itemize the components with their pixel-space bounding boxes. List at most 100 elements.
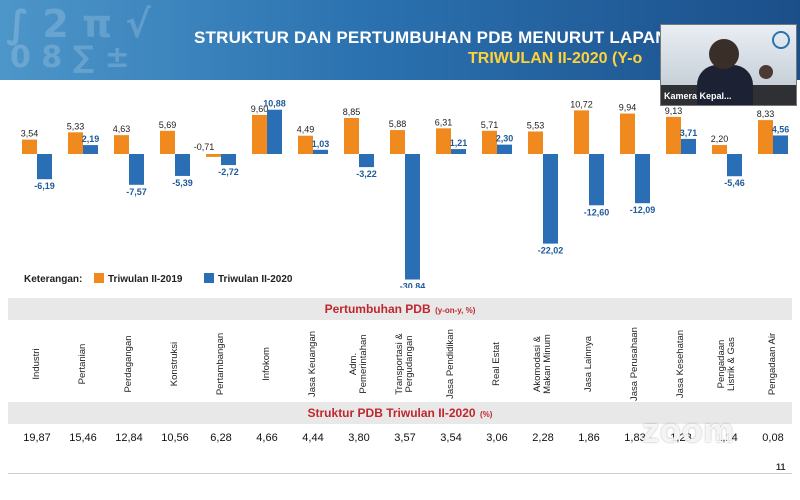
bar-2019-jasa-kesehatan: [666, 116, 681, 154]
data-label-2020-pertanian: 2,19: [82, 134, 100, 144]
category-jasa-keuangan: Jasa Keuangan: [290, 327, 336, 401]
structure-share-industri: 19,87: [23, 432, 51, 444]
data-label-2019-infokom: 9,60: [251, 104, 269, 114]
bar-2020-akomodasi-makan-minum: [543, 154, 558, 244]
video-thumbnail[interactable]: Kamera Kepal...: [660, 24, 797, 106]
data-label-2019-pengadaan-air: 8,33: [757, 109, 775, 119]
data-label-2019-real-estat: 5,71: [481, 120, 499, 130]
category-jasa-kesehatan: Jasa Kesehatan: [658, 327, 704, 401]
category-label: Pengadaan Air: [767, 332, 778, 396]
category-label: Jasa Lainnya: [583, 336, 594, 392]
bar-2019-konstruksi: [160, 130, 175, 154]
bar-2019-adm-pemerintahan: [344, 117, 359, 154]
structure-share-pertanian: 15,46: [69, 432, 97, 444]
bar-2020-industri: [37, 154, 52, 180]
bar-2019-jasa-lainnya: [574, 110, 589, 154]
data-label-2019-industri: 3,54: [21, 129, 39, 139]
data-label-2020-konstruksi: -5,39: [172, 178, 193, 188]
structure-section-header: Struktur PDB Triwulan II-2020 (%): [8, 402, 792, 424]
bar-2020-konstruksi: [175, 154, 190, 176]
category-label: Pertanian: [77, 343, 88, 385]
data-label-2019-jasa-perusahaan: 9,94: [619, 103, 637, 113]
bar-2019-pengadaan-air: [758, 120, 773, 154]
bar-2019-pertambangan: [206, 154, 221, 157]
data-label-2019-konstruksi: 5,69: [159, 120, 177, 130]
category-konstruksi: Konstruksi: [152, 327, 198, 401]
data-label-2020-pengadaan-air: 4,56: [772, 124, 790, 134]
bar-2019-jasa-keuangan: [298, 135, 313, 154]
bar-2020-adm-pemerintahan: [359, 154, 374, 168]
bar-2020-jasa-pendidikan: [451, 149, 466, 154]
category-pengadaan-air: Pengadaan Air: [750, 327, 796, 401]
structure-share-pertambangan: 6,28: [210, 432, 232, 444]
data-label-2019-pertanian: 5,33: [67, 121, 85, 131]
data-label-2019-pertambangan: -0,71: [194, 142, 215, 152]
data-label-2020-jasa-lainnya: -12,60: [584, 207, 610, 217]
data-label-2019-jasa-lainnya: 10,72: [570, 99, 593, 109]
bar-2019-transportasi-pergudangan: [390, 130, 405, 154]
structure-share-infokom: 4,66: [256, 432, 278, 444]
category-akomodasi-makan-minum: Akomodasi & Makan Minum: [520, 327, 566, 401]
category-label: Jasa Kesehatan: [675, 329, 686, 399]
wall-logo-icon: [772, 31, 790, 49]
data-label-2020-perdagangan: -7,57: [126, 187, 147, 197]
category-infokom: Infokom: [244, 327, 290, 401]
header-decoration: ∫ 2 π √: [6, 2, 151, 46]
growth-section-header: Pertumbuhan PDB (y-on-y, %): [8, 298, 792, 320]
category-label: Transportasi & Pergudangan: [394, 333, 415, 395]
data-label-2019-jasa-kesehatan: 9,13: [665, 106, 683, 116]
bar-2020-perdagangan: [129, 154, 144, 185]
legend-prefix: Keterangan:: [24, 274, 82, 285]
bar-2020-pertanian: [83, 145, 98, 154]
legend-label-2020: Triwulan II-2020: [218, 274, 293, 285]
category-label: Jasa Keuangan: [307, 330, 318, 398]
structure-share-pengadaan-air: 0,08: [762, 432, 784, 444]
category-real-estat: Real Estat: [474, 327, 520, 401]
structure-share-pengadaan-listrik-gas: 1,14: [716, 432, 738, 444]
data-label-2020-industri: -6,19: [34, 181, 55, 191]
bar-2020-jasa-perusahaan: [635, 154, 650, 204]
structure-section-unit: (%): [480, 410, 493, 419]
bar-2020-pengadaan-listrik-gas: [727, 154, 742, 177]
data-label-2020-jasa-pendidikan: 1,21: [450, 138, 468, 148]
slide-subtitle: TRIWULAN II-2020 (Y-o: [468, 50, 643, 67]
legend-label-2019: Triwulan II-2019: [108, 274, 183, 285]
bar-2019-perdagangan: [114, 135, 129, 154]
structure-share-transportasi-pergudangan: 3,57: [394, 432, 416, 444]
bar-2020-jasa-lainnya: [589, 154, 604, 206]
category-transportasi-pergudangan: Transportasi & Pergudangan: [382, 327, 428, 401]
category-label: Adm. Pemerintahan: [348, 334, 369, 394]
category-label: Real Estat: [491, 342, 502, 386]
header-decoration-2: 0 8 ∑ ±: [10, 40, 130, 75]
category-label: Jasa Pendidikan: [445, 329, 456, 399]
category-jasa-perusahaan: Jasa Perusahaan: [612, 327, 658, 401]
bar-2019-pertanian: [68, 132, 83, 154]
category-label: Konstruksi: [169, 341, 180, 387]
category-label: Pengadaan Listrik & Gas: [716, 337, 737, 391]
data-label-2020-adm-pemerintahan: -3,22: [356, 169, 377, 179]
data-label-2020-jasa-kesehatan: 3,71: [680, 128, 698, 138]
data-label-2019-transportasi-pergudangan: 5,88: [389, 119, 407, 129]
category-jasa-pendidikan: Jasa Pendidikan: [428, 327, 474, 401]
speaker-head: [709, 39, 739, 69]
category-label: Industri: [31, 348, 42, 380]
data-label-2019-jasa-keuangan: 4,49: [297, 125, 315, 135]
category-label: Jasa Perusahaan: [629, 327, 640, 401]
data-label-2019-perdagangan: 4,63: [113, 124, 131, 134]
bar-2019-jasa-perusahaan: [620, 113, 635, 154]
data-label-2019-adm-pemerintahan: 8,85: [343, 107, 361, 117]
structure-share-jasa-kesehatan: 1,23: [670, 432, 692, 444]
growth-section-unit: (y-on-y, %): [435, 306, 476, 315]
category-label: Perdagangan: [123, 335, 134, 393]
data-label-2020-jasa-perusahaan: -12,09: [630, 205, 656, 215]
structure-share-jasa-lainnya: 1,86: [578, 432, 600, 444]
bar-2019-pengadaan-listrik-gas: [712, 145, 727, 154]
legend-swatch-2019: [94, 273, 104, 283]
bar-2020-jasa-keuangan: [313, 149, 328, 154]
growth-bar-chart: 3,54 -6,19 5,33 2,19 4,63 -7,57 5,69 -5,39 -0,71…: [21, 99, 790, 288]
legend-swatch-2020: [204, 273, 214, 283]
category-label: Pertambangan: [215, 332, 226, 396]
page-number: 11: [776, 462, 786, 472]
zoom-watermark: zoom: [642, 412, 735, 450]
bar-2019-akomodasi-makan-minum: [528, 131, 543, 154]
